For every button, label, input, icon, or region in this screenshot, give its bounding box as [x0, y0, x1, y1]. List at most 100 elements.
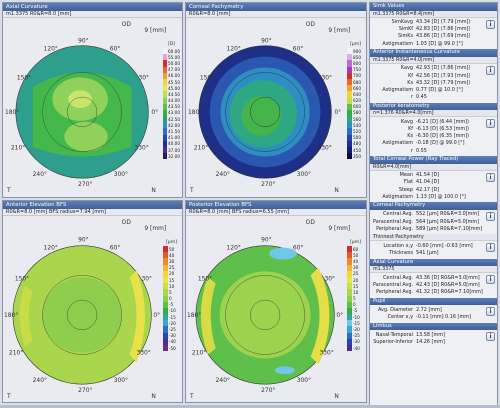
scale-swatch	[163, 103, 167, 110]
scale-value: 44.50	[168, 91, 180, 97]
scale-step: 350	[347, 153, 364, 160]
ring-inner	[250, 299, 281, 330]
scale-step: 42.50	[163, 116, 180, 123]
scale-value: 800	[353, 60, 361, 66]
corneal-pachymetry-panel: Corneal Pachymetry R0&R=8.0 [mm] OD 9 [m…	[185, 2, 367, 198]
scale-step: 60	[347, 246, 364, 253]
scale-swatch	[347, 109, 352, 117]
index-row: Peripheral Avg. 589 [µm] R0&R=7.10[mm]	[372, 225, 483, 232]
index-label: Center x,y	[387, 314, 413, 321]
scale-step: 25	[347, 270, 364, 277]
scale-value: 50	[169, 246, 175, 252]
info-button[interactable]: i	[486, 211, 495, 221]
scale-step: 620	[347, 97, 364, 104]
scale-step: 5	[347, 295, 364, 302]
scale-swatch	[163, 66, 167, 73]
angle-330: 330°	[135, 145, 149, 152]
scale-step: -5	[347, 307, 364, 315]
scale-step: 15	[347, 283, 364, 290]
eye-label: OD	[122, 219, 132, 226]
scale-swatch	[347, 307, 352, 315]
map-zone-nasal-high	[310, 267, 330, 365]
scale-value: -15	[169, 314, 176, 320]
scale-swatch	[163, 283, 168, 290]
scale-step: 800	[347, 60, 364, 67]
scale-swatch	[163, 134, 167, 141]
index-row: Kavg 42.93 [D] (7.86 [mm])	[372, 65, 483, 72]
scale-step: 41.00	[163, 134, 180, 141]
index-value: -6.21 [D] (6.44 [mm])	[416, 118, 469, 125]
scale-step: 680	[347, 78, 364, 86]
ring-middle	[225, 72, 305, 152]
post-kerato-header: Posterior keratometry	[370, 102, 497, 111]
nasal-label: N	[151, 393, 155, 400]
info-button[interactable]: i	[486, 119, 495, 129]
ring-inner	[250, 96, 281, 127]
index-row: Ks 43.32 [D] (7.79 [mm])	[372, 79, 483, 86]
info-button[interactable]: i	[486, 332, 495, 342]
scale-value: 520	[353, 129, 361, 135]
map-zone-steep-inferior	[64, 121, 108, 152]
scale-value: -40	[353, 345, 360, 351]
angle-90: 90°	[78, 38, 89, 45]
angle-330: 330°	[320, 349, 334, 356]
thinnest-pachy-sub: Thinnest Pachymetry	[370, 234, 497, 242]
angle-120: 120°	[227, 245, 241, 252]
index-label: SimKavg	[391, 19, 413, 26]
scale-swatch	[347, 140, 352, 147]
info-button[interactable]: i	[486, 172, 495, 182]
scale-value: 41.50	[168, 129, 180, 135]
info-button[interactable]: i	[486, 19, 495, 29]
scale-swatch	[347, 270, 352, 277]
index-row: Nasal-Temporal 13.58 [mm]	[372, 331, 483, 338]
index-value: 13.58 [mm]	[416, 331, 445, 338]
index-value: 43.32 [D] (7.79 [mm])	[416, 79, 471, 86]
scale-step: 700	[347, 72, 364, 79]
info-button[interactable]: i	[486, 65, 495, 75]
scale-step: 37.00	[163, 147, 180, 154]
index-row: Astigmatism 1.03 [D] @ 99.0 [°]	[372, 40, 483, 47]
scale-swatch	[163, 91, 167, 98]
scale-value: -40	[169, 339, 176, 345]
limbus-header: Limbus	[370, 322, 497, 331]
info-button[interactable]: i	[486, 243, 495, 253]
angle-240: 240°	[33, 377, 47, 384]
scale-swatch	[163, 264, 168, 271]
map-zone-inferior-low	[275, 366, 295, 375]
scale-value: 15	[353, 283, 359, 289]
posterior-elevation-map[interactable]: OD 9 [mm] 90° 60° 120° 30° 150° 0° 180° …	[186, 216, 366, 402]
angle-90: 90°	[261, 237, 272, 244]
scale-value: 50	[353, 252, 359, 258]
info-button[interactable]: i	[486, 275, 495, 285]
index-row: Astigmatism 0.77 [D] @ 10.0 [°]	[372, 86, 483, 93]
scale-value: 47.00	[168, 67, 180, 73]
index-row: Central Avg. 552 [µm] R0&R=3.0[mm]	[372, 211, 483, 218]
scale-swatch	[163, 54, 167, 61]
scale-step: -5	[163, 301, 180, 308]
pachymetry-map[interactable]: OD 9 [mm] 90° 60° 120° 30° 150° 0° 180° …	[186, 18, 366, 197]
scale-swatch	[347, 153, 352, 160]
scale-swatch	[347, 258, 352, 265]
angle-0: 0°	[153, 312, 160, 319]
map-zone-temporal	[200, 277, 216, 355]
scale-value: 580	[353, 110, 361, 116]
scale-swatch	[347, 289, 352, 296]
axial-curvature-map[interactable]: OD 9 [mm] 90° 60° 120° 30° 150° 0° 180° …	[3, 18, 182, 197]
scale-value: 5	[169, 289, 172, 295]
scale-swatch	[163, 147, 167, 154]
scale-step: -20	[163, 320, 180, 327]
index-row: r 0.55	[372, 147, 483, 154]
info-button[interactable]: i	[486, 307, 495, 317]
scale-step: -15	[163, 314, 180, 321]
angle-180: 180°	[188, 109, 202, 116]
scale-swatch	[163, 258, 168, 265]
scale-value: 41.00	[168, 135, 180, 141]
scale-value: 42.00	[168, 122, 180, 128]
scale-step: 850	[347, 54, 364, 61]
scale-value: 5	[353, 296, 356, 302]
scale-value: 50.00	[168, 60, 180, 66]
index-label: Peripheral Avg.	[376, 225, 413, 232]
anterior-elevation-map[interactable]: OD 9 [mm] 90° 60° 120° 30° 150° 0° 180° …	[3, 216, 182, 402]
nasal-label: N	[334, 187, 338, 194]
scale-step: -40	[347, 345, 364, 352]
